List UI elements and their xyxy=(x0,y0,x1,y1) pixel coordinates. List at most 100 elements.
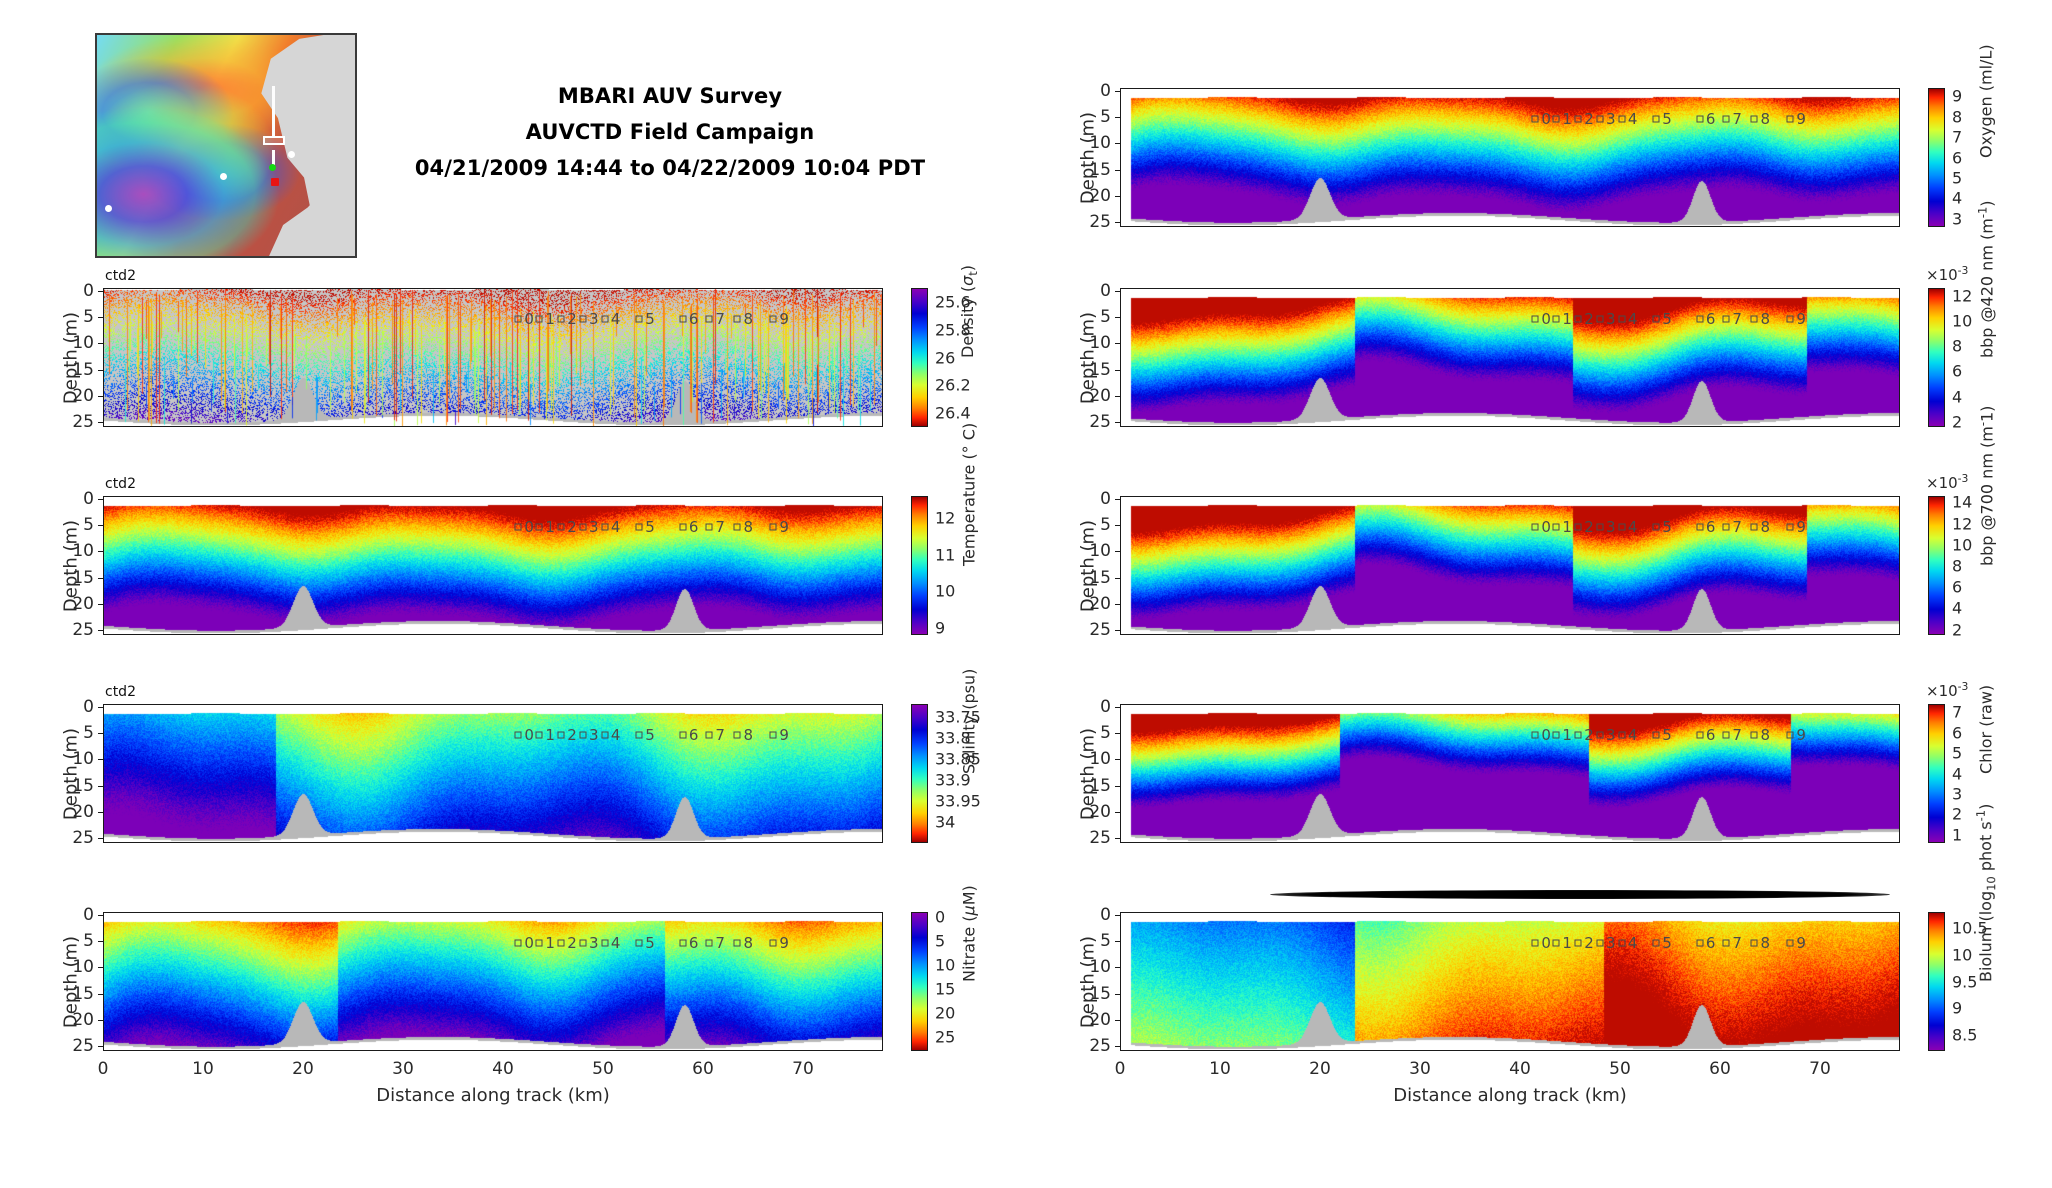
waypoint-label-6: 6 xyxy=(1705,518,1716,536)
depth-tick-25: 25 xyxy=(1089,1036,1120,1056)
waypoint-marker-5 xyxy=(635,939,643,947)
depth-tick-15: 15 xyxy=(72,984,103,1004)
distance-tick-40: 40 xyxy=(492,1059,514,1079)
depth-tick-10: 10 xyxy=(72,333,103,353)
colorbar-density[interactable]: 25.6 25.8 26 26.2 26.4 Density (σt) xyxy=(911,264,980,427)
waypoint-label-7: 7 xyxy=(1732,518,1742,536)
distance-tick-70: 70 xyxy=(1809,1059,1831,1079)
colorbar-bbp420[interactable]: ×10-3 2 4 6 8 10 12 bbp @420 nm (m-1) xyxy=(1926,200,1997,432)
track-start-marker xyxy=(268,164,276,172)
colorbar-nitrate[interactable]: 0 5 10 15 20 25 Nitrate (μM) xyxy=(911,885,979,1051)
colorbar-bbp700[interactable]: ×10-3 2 4 6 8 10 12 14 bbp @700 nm (m-1) xyxy=(1926,405,1997,639)
panel-nitrate: 0 1 2 3 4 5 6 7 8 9 0 5 10 15 20 25 Depth (m) 0 10 20 30 40 50… xyxy=(61,885,979,1106)
distance-tick-0: 0 xyxy=(97,1059,109,1079)
waypoint-label-1: 1 xyxy=(1562,726,1572,744)
depth-tick-20: 20 xyxy=(1089,802,1120,822)
heatmap-canvas-biolum xyxy=(1121,913,1899,1050)
depth-tick-10: 10 xyxy=(72,541,103,561)
colorbar-tick-bbp700-6: 6 xyxy=(1952,577,1963,597)
colorbar-tick-temperature-11: 11 xyxy=(935,545,956,565)
waypoint-label-5: 5 xyxy=(1662,934,1672,952)
y-axis-label-bbp420: Depth (m) xyxy=(1077,311,1099,404)
biolum-saturation-bar xyxy=(1270,890,1890,899)
depth-tick-15: 15 xyxy=(1089,568,1120,588)
colorbar-tick-bbp700-10: 10 xyxy=(1952,535,1973,555)
waypoint-marker-8 xyxy=(1750,523,1758,531)
colorbar-tick-bbp420-4: 4 xyxy=(1952,387,1963,407)
colorbar-tick-oxygen-3: 3 xyxy=(1952,209,1963,229)
waypoint-label-2: 2 xyxy=(1584,726,1594,744)
waypoint-label-5: 5 xyxy=(1662,726,1672,744)
depth-tick-5: 5 xyxy=(1100,307,1120,327)
waypoint-label-4: 4 xyxy=(610,934,621,952)
colorbar-tick-biolum-9: 9 xyxy=(1952,998,1963,1018)
colorbar-tick-temperature-9: 9 xyxy=(935,618,946,638)
colorbar-tick-biolum-10: 10 xyxy=(1952,945,1973,965)
depth-tick-0: 0 xyxy=(83,281,103,301)
waypoint-marker-7 xyxy=(1722,115,1730,123)
waypoint-marker-2 xyxy=(557,731,565,739)
depth-tick-20: 20 xyxy=(1089,1010,1120,1030)
heatmap-canvas-temperature xyxy=(104,497,882,634)
waypoint-marker-5 xyxy=(635,523,643,531)
y-axis-label-oxygen: Depth (m) xyxy=(1077,111,1099,204)
distance-tick-50: 50 xyxy=(1609,1059,1631,1079)
colorbar-salinity[interactable]: 33.75 33.8 33.85 33.9 33.95 34 Salinity (psu) xyxy=(911,668,981,843)
depth-tick-15: 15 xyxy=(1089,984,1120,1004)
depth-tick-5: 5 xyxy=(1100,515,1120,535)
waypoint-marker-7 xyxy=(705,523,713,531)
waypoint-marker-0 xyxy=(514,315,522,323)
survey-location-map[interactable] xyxy=(95,33,357,258)
colorbar-tick-oxygen-7: 7 xyxy=(1952,127,1963,147)
waypoint-marker-7 xyxy=(1722,315,1730,323)
waypoint-marker-5 xyxy=(635,731,643,739)
colorbar-tick-biolum-8.5: 8.5 xyxy=(1952,1025,1978,1045)
colorbar-label-biolum: Biolum (log10 phot s-1) xyxy=(1973,803,1999,982)
panel-temperature: 0 1 2 3 4 5 6 7 8 9 ctd2 0 5 10 15 20 25 Depth (m) 9 10 11 12… xyxy=(61,422,979,640)
waypoint-marker-6 xyxy=(679,731,687,739)
colorbar-gradient-salinity xyxy=(911,704,928,843)
waypoint-label-0: 0 xyxy=(524,310,534,328)
x-axis-label-biolum: Distance along track (km) xyxy=(1393,1085,1627,1106)
colorbar-tick-oxygen-4: 4 xyxy=(1952,188,1963,208)
heatmap-canvas-density xyxy=(104,289,882,426)
waypoint-marker-1 xyxy=(1552,731,1560,739)
waypoint-label-4: 4 xyxy=(610,518,621,536)
distance-tick-50: 50 xyxy=(592,1059,614,1079)
waypoint-marker-6 xyxy=(1696,115,1704,123)
waypoint-label-5: 5 xyxy=(1662,518,1672,536)
waypoint-marker-6 xyxy=(1696,315,1704,323)
colorbar-tick-bbp420-6: 6 xyxy=(1952,361,1963,381)
waypoint-label-1: 1 xyxy=(1562,310,1572,328)
y-axis-label-chlor: Depth (m) xyxy=(1077,727,1099,820)
depth-tick-0: 0 xyxy=(83,697,103,717)
colorbar-tick-temperature-12: 12 xyxy=(935,508,956,528)
waypoint-marker-6 xyxy=(1696,523,1704,531)
panel-bbp700: 0 1 2 3 4 5 6 7 8 9 0 5 10 15 20 25 Depth (m) ×10-3 2 4 6 8 10… xyxy=(1078,405,1997,640)
waypoint-label-9: 9 xyxy=(779,934,789,952)
colorbar-tick-bbp700-2: 2 xyxy=(1952,620,1963,640)
colorbar-temperature[interactable]: 9 10 11 12 Temperature (° C) xyxy=(911,422,979,637)
waypoint-marker-4 xyxy=(1618,731,1626,739)
heatmap-canvas-chlor xyxy=(1121,705,1899,842)
waypoint-marker-3 xyxy=(579,315,587,323)
waypoint-label-3: 3 xyxy=(1606,934,1616,952)
colorbar-oxygen[interactable]: 3 4 5 6 7 8 9 Oxygen (ml/L) xyxy=(1928,44,1996,228)
colorbar-tick-chlor-4: 4 xyxy=(1952,764,1963,783)
colorbar-chlor[interactable]: ×10-3 1 2 3 4 5 6 7 Chlor (raw) xyxy=(1926,680,1996,844)
colorbar-biolum[interactable]: 8.5 9 9.5 10 10.5 Biolum (log10 phot s-1) xyxy=(1928,803,1998,1051)
distance-tick-10: 10 xyxy=(1209,1059,1231,1079)
waypoint-label-9: 9 xyxy=(779,310,789,328)
y-axis-label-density: Depth (m) xyxy=(60,311,82,404)
waypoint-label-6: 6 xyxy=(688,726,699,744)
